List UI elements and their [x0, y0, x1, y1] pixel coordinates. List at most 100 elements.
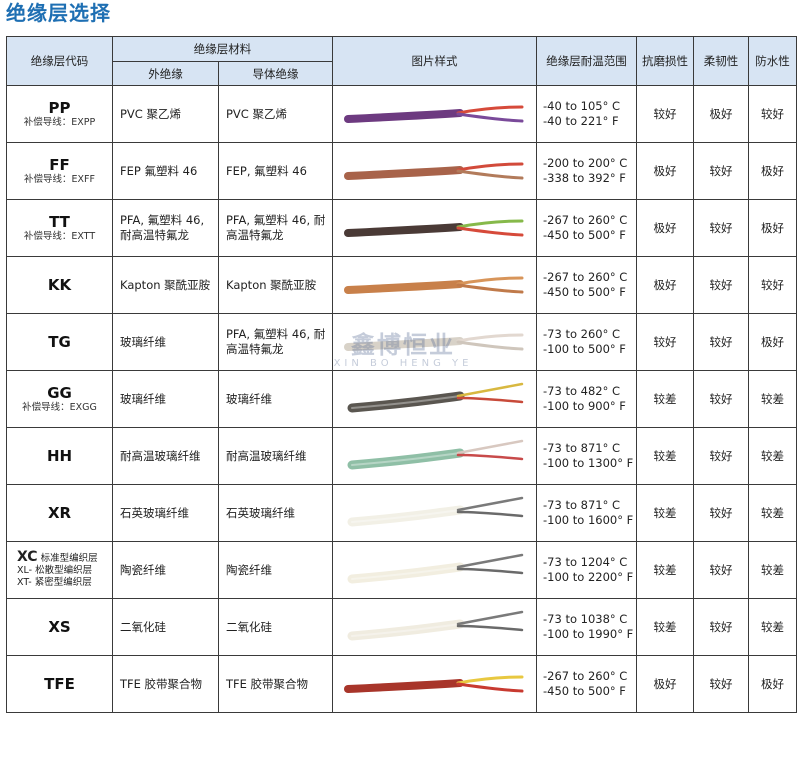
cable-picture [332, 427, 537, 485]
wire-2 [456, 226, 523, 237]
flexibility-rating: 较好 [693, 370, 749, 428]
code-main: XR [47, 504, 72, 522]
code-main: PP [48, 99, 71, 117]
table-row: TT 补偿导线：EXTT PFA, 氟塑料 46, 耐高温特氟龙 PFA, 氟塑料 4… [6, 199, 797, 257]
outer-insulation: PFA, 氟塑料 46, 耐高温特氟龙 [112, 199, 219, 257]
header-abrasion: 抗磨损性 [636, 36, 694, 86]
code-cell: FF 补偿导线：EXFF [6, 142, 113, 200]
waterproof-rating: 较差 [748, 541, 797, 599]
temp-celsius: -267 to 260° C [543, 270, 628, 284]
conductor-insulation: 二氧化硅 [218, 598, 333, 656]
outer-insulation: 陶瓷纤维 [112, 541, 219, 599]
temp-fahrenheit: -450 to 500° F [543, 285, 626, 299]
conductor-insulation: 石英玻璃纤维 [218, 484, 333, 542]
outer-insulation: 耐高温玻璃纤维 [112, 427, 219, 485]
code-cell: XR [6, 484, 113, 542]
flexibility-rating: 较好 [693, 142, 749, 200]
insulation-table: 绝缘层代码 绝缘层材料 图片样式 绝缘层耐温范围 抗磨损性 柔韧性 防水性 外绝… [6, 36, 797, 713]
temp-range: -267 to 260° C -450 to 500° F [536, 256, 637, 314]
temp-celsius: -73 to 871° C [543, 498, 621, 512]
outer-insulation: PVC 聚乙烯 [112, 85, 219, 143]
waterproof-rating: 较好 [748, 256, 797, 314]
outer-insulation: FEP 氟塑料 46 [112, 142, 219, 200]
temp-fahrenheit: -100 to 900° F [543, 399, 626, 413]
flexibility-rating: 较好 [693, 313, 749, 371]
temp-fahrenheit: -338 to 392° F [543, 171, 626, 185]
wire-1 [456, 382, 523, 398]
cable-jacket [343, 280, 464, 294]
wire-2 [456, 682, 523, 693]
cable-picture [332, 655, 537, 713]
flexibility-rating: 较好 [693, 484, 749, 542]
temp-fahrenheit: -100 to 2200° F [543, 570, 634, 584]
wire-1 [456, 162, 523, 172]
conductor-insulation: 耐高温玻璃纤维 [218, 427, 333, 485]
wire-2 [456, 340, 523, 351]
cable-illustration [343, 675, 523, 693]
code-cell: TG [6, 313, 113, 371]
table-row: HH 耐高温玻璃纤维 耐高温玻璃纤维 -73 to 871° C -100 to 130… [6, 427, 797, 485]
header-flexibility: 柔韧性 [693, 36, 749, 86]
conductor-insulation: FEP, 氟塑料 46 [218, 142, 333, 200]
temp-range: -200 to 200° C -338 to 392° F [536, 142, 637, 200]
code-sub: 补偿导线：EXGG [22, 402, 97, 413]
temp-range: -73 to 260° C -100 to 500° F [536, 313, 637, 371]
abrasion-rating: 较好 [636, 313, 694, 371]
cable-picture [332, 199, 537, 257]
cable-picture [332, 598, 537, 656]
temp-fahrenheit: -100 to 500° F [543, 342, 626, 356]
table-row: FF 补偿导线：EXFF FEP 氟塑料 46 FEP, 氟塑料 46 -200 to … [6, 142, 797, 200]
waterproof-rating: 极好 [748, 655, 797, 713]
temp-celsius: -73 to 1204° C [543, 555, 628, 569]
conductor-insulation: 陶瓷纤维 [218, 541, 333, 599]
code-cell: TFE [6, 655, 113, 713]
temp-fahrenheit: -100 to 1990° F [543, 627, 634, 641]
table-row: KK Kapton 聚酰亚胺 Kapton 聚酰亚胺 -267 to 260° C -4… [6, 256, 797, 314]
code-main: TT [49, 213, 70, 231]
temp-celsius: -73 to 482° C [543, 384, 621, 398]
abrasion-rating: 较好 [636, 85, 694, 143]
cable-illustration [343, 276, 523, 294]
abrasion-rating: 较差 [636, 598, 694, 656]
wire-1 [456, 105, 523, 115]
wire-2 [456, 169, 523, 180]
header-picture: 图片样式 [332, 36, 537, 86]
flexibility-rating: 较好 [693, 598, 749, 656]
code-cell: XC 标准型编织层 XL- 松散型编织层 XT- 紧密型编织层 [6, 541, 113, 599]
code-main: XC [17, 549, 38, 565]
cable-illustration [347, 382, 523, 413]
code-main: HH [46, 447, 73, 465]
outer-insulation: Kapton 聚酰亚胺 [112, 256, 219, 314]
cable-illustration [343, 333, 523, 351]
flexibility-rating: 较好 [693, 541, 749, 599]
table-row: TFE TFE 胶带聚合物 TFE 胶带聚合物 -267 to 260° C -450 … [6, 655, 797, 713]
temp-celsius: -267 to 260° C [543, 213, 628, 227]
temp-range: -73 to 871° C -100 to 1600° F [536, 484, 637, 542]
outer-insulation: 石英玻璃纤维 [112, 484, 219, 542]
code-main: GG [47, 384, 72, 402]
header-temp-range: 绝缘层耐温范围 [536, 36, 637, 86]
cable-picture [332, 484, 537, 542]
temp-celsius: -73 to 260° C [543, 327, 621, 341]
page-title: 绝缘层选择 [6, 1, 111, 25]
cable-illustration [343, 162, 523, 180]
cable-picture [332, 256, 537, 314]
temp-range: -73 to 1038° C -100 to 1990° F [536, 598, 637, 656]
temp-range: -73 to 1204° C -100 to 2200° F [536, 541, 637, 599]
temp-fahrenheit: -100 to 1600° F [543, 513, 634, 527]
table-row: XR 石英玻璃纤维 石英玻璃纤维 -73 to 871° C -100 to 1600°… [6, 484, 797, 542]
waterproof-rating: 较差 [748, 427, 797, 485]
xc-label: 标准型编织层 [40, 553, 98, 564]
waterproof-rating: 极好 [748, 199, 797, 257]
cable-jacket [343, 223, 464, 237]
flexibility-rating: 较好 [693, 655, 749, 713]
code-main: TG [48, 333, 71, 351]
flexibility-rating: 较好 [693, 427, 749, 485]
code-sub: 补偿导线：EXFF [24, 174, 95, 185]
temp-range: -73 to 482° C -100 to 900° F [536, 370, 637, 428]
abrasion-rating: 较差 [636, 541, 694, 599]
abrasion-rating: 极好 [636, 256, 694, 314]
cable-jacket [347, 505, 464, 527]
outer-insulation: 二氧化硅 [112, 598, 219, 656]
